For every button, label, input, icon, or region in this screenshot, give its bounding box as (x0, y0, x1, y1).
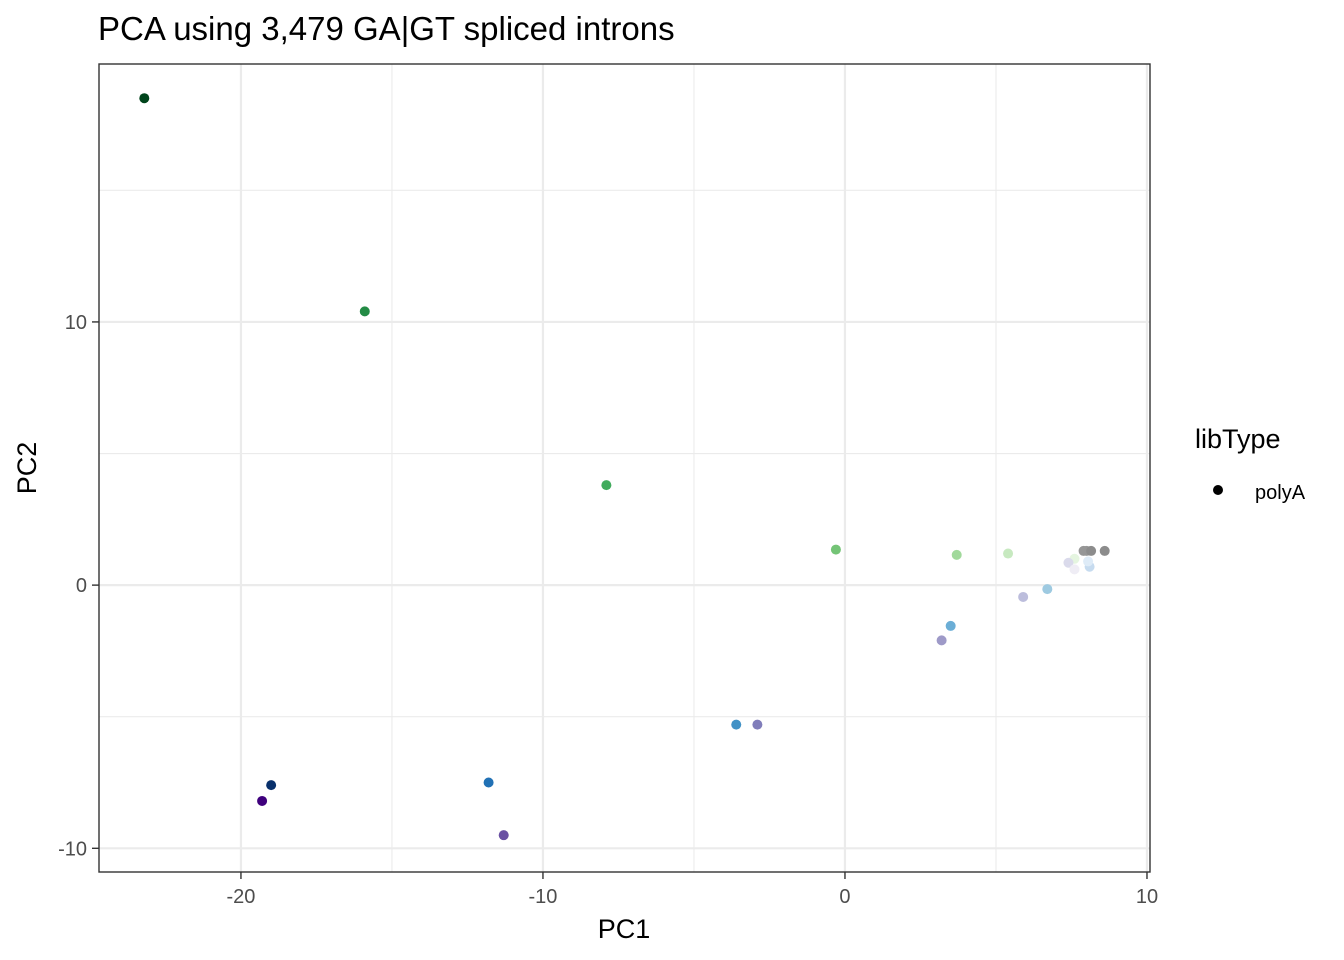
x-axis: -20 -10 0 10 (226, 872, 1158, 908)
y-tick-label: 0 (76, 575, 87, 597)
chart-title: PCA using 3,479 GA|GT spliced introns (98, 10, 675, 47)
x-tick-label: -10 (529, 886, 558, 908)
data-point-23 (1086, 545, 1097, 556)
x-tick-label: -20 (226, 886, 255, 908)
panel-background (99, 64, 1150, 872)
data-point-15 (1018, 591, 1029, 602)
data-point-12 (752, 719, 763, 730)
data-point-14 (945, 620, 956, 631)
data-point-7 (257, 795, 268, 806)
x-tick-label: 0 (839, 886, 850, 908)
data-point-8 (266, 780, 277, 791)
x-axis-title: PC1 (598, 914, 651, 944)
plot-panel (98, 63, 1151, 873)
data-point-18 (1069, 564, 1080, 575)
data-point-20 (1083, 556, 1094, 567)
data-point-0 (139, 93, 150, 104)
data-points (139, 93, 1110, 841)
legend-key-polyA (1213, 485, 1223, 495)
data-point-2 (601, 480, 612, 491)
y-axis-title: PC2 (12, 442, 42, 495)
y-tick-label: 10 (65, 312, 87, 334)
data-point-4 (951, 549, 962, 560)
data-point-3 (830, 544, 841, 555)
data-point-24 (1099, 545, 1110, 556)
data-point-9 (483, 777, 494, 788)
y-tick-label: -10 (58, 838, 87, 860)
legend-title: libType (1195, 424, 1281, 454)
gridlines (99, 64, 1150, 872)
data-point-13 (936, 635, 947, 646)
legend: libType polyA (1195, 424, 1306, 504)
legend-label-polyA: polyA (1255, 482, 1306, 504)
data-point-17 (1063, 557, 1074, 568)
data-point-16 (1042, 584, 1053, 595)
x-tick-label: 10 (1136, 886, 1158, 908)
y-axis: -10 0 10 (58, 312, 99, 860)
data-point-11 (731, 719, 742, 730)
data-point-10 (498, 830, 509, 841)
data-point-5 (1003, 548, 1014, 559)
data-point-1 (359, 306, 370, 317)
panel-border (98, 63, 1151, 873)
